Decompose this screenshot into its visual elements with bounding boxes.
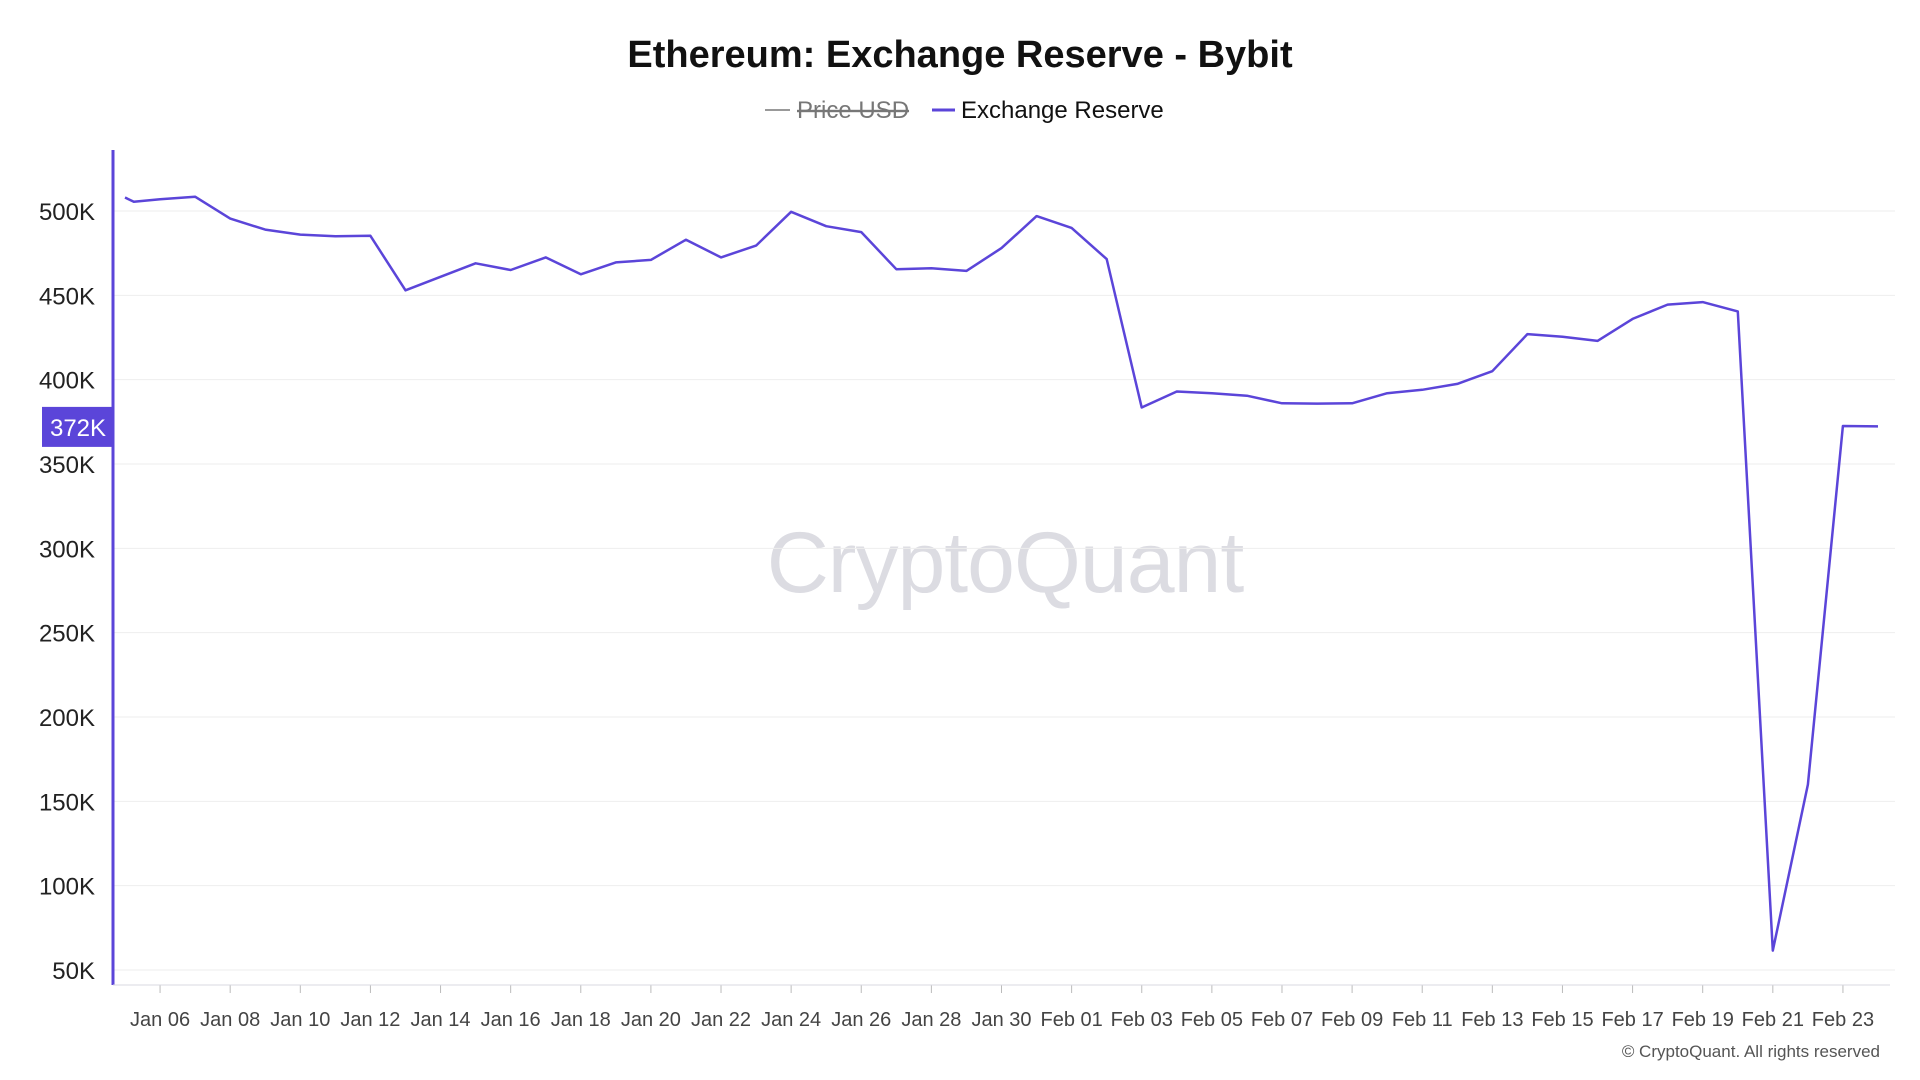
series-line-exchange-reserve[interactable] (124, 195, 1879, 952)
x-tick-label: Jan 18 (551, 1009, 611, 1031)
x-tick-label: Feb 17 (1601, 1009, 1663, 1031)
x-tick-label: Feb 23 (1812, 1009, 1874, 1031)
x-tick-label: Feb 05 (1181, 1009, 1243, 1031)
x-tick-label: Jan 06 (130, 1009, 190, 1031)
x-tick-label: Jan 30 (971, 1009, 1031, 1031)
legend-label-price-usd: Price USD (797, 97, 909, 124)
x-tick-label: Jan 20 (621, 1009, 681, 1031)
y-tick-label: 50K (52, 958, 95, 985)
current-value-badge-label: 372K (50, 415, 106, 442)
x-axis-ticks: Jan 06 Jan 08 Jan 10 Jan 12 Jan 14 Jan 16 Jan … (130, 985, 1874, 1031)
x-tick-label: Jan 16 (481, 1009, 541, 1031)
x-tick-label: Jan 10 (270, 1009, 330, 1031)
current-value-badge: 372K (42, 406, 113, 447)
y-tick-label: 450K (39, 283, 95, 310)
y-tick-label: 100K (39, 874, 95, 901)
x-tick-label: Feb 13 (1461, 1009, 1523, 1031)
copyright-notice: © CryptoQuant. All rights reserved (1622, 1042, 1880, 1061)
y-tick-label: 400K (39, 368, 95, 395)
legend-item-price-usd[interactable]: Price USD (765, 97, 909, 124)
current-value-badge-bg (42, 406, 113, 447)
y-tick-label: 500K (39, 199, 95, 226)
y-tick-label: 300K (39, 536, 95, 563)
watermark-logo: CryptoQuant (767, 515, 1245, 611)
chart-title: Ethereum: Exchange Reserve - Bybit (627, 34, 1293, 76)
x-tick-label: Jan 24 (761, 1009, 821, 1031)
x-tick-label: Feb 19 (1672, 1009, 1734, 1031)
y-tick-label: 150K (39, 789, 95, 816)
x-tick-label: Jan 28 (901, 1009, 961, 1031)
legend-item-exchange-reserve[interactable]: Exchange Reserve (932, 97, 1164, 124)
x-tick-label: Feb 01 (1040, 1009, 1102, 1031)
x-tick-label: Feb 03 (1111, 1009, 1173, 1031)
y-axis-ticks: 500K 450K 400K 350K 300K 250K 200K 150K 100K 50K (39, 199, 95, 985)
y-tick-label: 350K (39, 452, 95, 479)
x-tick-label: Jan 26 (831, 1009, 891, 1031)
y-tick-label: 250K (39, 621, 95, 648)
x-tick-label: Jan 14 (411, 1009, 471, 1031)
x-tick-label: Feb 11 (1392, 1009, 1453, 1031)
x-tick-label: Feb 15 (1531, 1009, 1593, 1031)
x-tick-label: Jan 12 (340, 1009, 400, 1031)
y-tick-label: 200K (39, 705, 95, 732)
x-tick-label: Feb 21 (1742, 1009, 1804, 1031)
x-tick-label: Feb 09 (1321, 1009, 1383, 1031)
legend[interactable]: Price USD Exchange Reserve (765, 97, 1164, 124)
grid (113, 210, 1895, 971)
x-tick-label: Jan 22 (691, 1009, 751, 1031)
x-tick-label: Feb 07 (1251, 1009, 1313, 1031)
x-tick-label: Jan 08 (200, 1009, 260, 1031)
legend-label-exchange-reserve: Exchange Reserve (961, 97, 1164, 124)
